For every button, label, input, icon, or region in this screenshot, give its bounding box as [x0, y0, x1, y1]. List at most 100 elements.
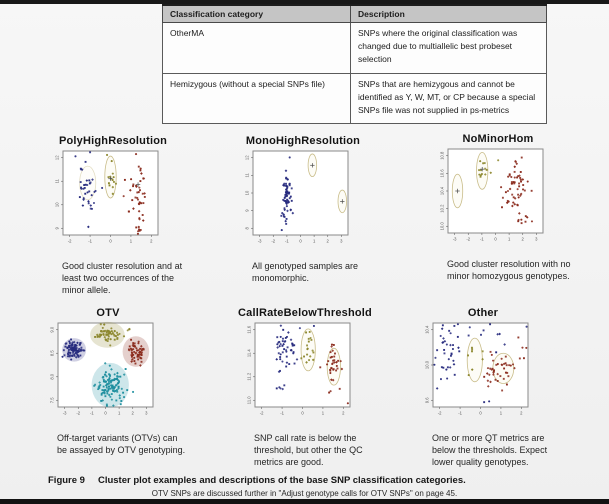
svg-text:0: 0: [479, 411, 482, 416]
svg-text:-2: -2: [466, 237, 470, 242]
svg-text:2: 2: [327, 239, 330, 244]
column-header-description: Description: [350, 4, 547, 23]
svg-text:7.5: 7.5: [50, 397, 55, 403]
svg-text:1: 1: [130, 239, 133, 244]
cluster-plot-card-otv: OTV -3 -2 -1 0 1 2 3 9.0 8.5 8.0 7.5 Off-target va…: [33, 305, 186, 457]
svg-text:12: 12: [245, 155, 250, 160]
table-row: OtherMA SNPs where the original classifi…: [162, 22, 547, 74]
svg-text:10.6: 10.6: [440, 169, 445, 178]
svg-text:2: 2: [520, 411, 523, 416]
svg-text:11.0: 11.0: [247, 396, 252, 405]
cell-category-hemizygous: Hemizygous (without a special SNPs file): [162, 72, 351, 125]
cell-description-hemizygous: SNPs that are hemizygous and cannot be i…: [350, 72, 547, 125]
svg-text:2: 2: [132, 411, 135, 416]
svg-text:0: 0: [109, 239, 112, 244]
svg-text:-3: -3: [63, 411, 67, 416]
svg-text:11: 11: [245, 173, 250, 178]
cluster-plot-card-callratebelowthreshold: CallRateBelowThreshold -2 -1 0 1 2 11.6 11.4 11…: [230, 305, 380, 469]
svg-text:2: 2: [342, 411, 345, 416]
svg-text:-3: -3: [258, 239, 262, 244]
svg-text:-1: -1: [88, 239, 92, 244]
plot-title-otv: OTV: [96, 307, 120, 319]
svg-text:11.2: 11.2: [247, 372, 252, 381]
svg-text:-1: -1: [285, 239, 289, 244]
plot-caption-other: One or more QT metrics are below the thr…: [432, 433, 548, 467]
svg-text:9: 9: [245, 209, 250, 212]
svg-text:10.0: 10.0: [440, 222, 445, 231]
plot-caption-polyhighresolution: Good cluster resolution and at least two…: [62, 261, 183, 295]
svg-text:2: 2: [150, 239, 153, 244]
svg-text:8.0: 8.0: [50, 373, 55, 379]
svg-text:3: 3: [535, 237, 538, 242]
svg-text:0: 0: [301, 411, 304, 416]
video-frame-bottom-edge: [0, 499, 609, 504]
plot-title-callratebelowthreshold: CallRateBelowThreshold: [238, 307, 372, 319]
svg-text:0: 0: [104, 411, 107, 416]
svg-text:11.6: 11.6: [247, 325, 252, 334]
svg-text:1: 1: [313, 239, 316, 244]
svg-text:9.6: 9.6: [425, 397, 430, 403]
svg-text:-1: -1: [90, 411, 94, 416]
svg-text:-1: -1: [458, 411, 462, 416]
video-frame-top-edge: [0, 0, 609, 4]
svg-text:2: 2: [522, 237, 525, 242]
cluster-plot-card-other: Other -2 -1 0 1 2 10.4 10.0 9.6 One or more QT …: [408, 305, 558, 469]
plot-title-nominorhom: NoMinorHom: [462, 133, 534, 145]
cell-description-otherma: SNPs where the original classification w…: [350, 22, 547, 74]
svg-text:10.8: 10.8: [440, 151, 445, 160]
svg-text:-2: -2: [76, 411, 80, 416]
cluster-plot-card-monohighresolution: MonoHighResolution -3 -2 -1 0 1 2 3 12 11 10 9 8 Al…: [228, 133, 378, 285]
cluster-plot-card-nominorhom: NoMinorHom -3 -2 -1 0 1 2 3 10.8 10.6 10.4 10.2 10.…: [423, 131, 573, 283]
svg-text:-3: -3: [453, 237, 457, 242]
plot-caption-otv: Off-target variants (OTVs) can be assaye…: [57, 433, 186, 455]
svg-text:11: 11: [55, 178, 60, 183]
plot-caption-nominorhom: Good cluster resolution with no minor ho…: [447, 259, 571, 281]
svg-text:10: 10: [55, 202, 60, 207]
plot-caption-callratebelowthreshold: SNP call rate is below the threshold, bu…: [254, 433, 363, 467]
table-header-row: Classification category Description: [162, 4, 547, 23]
svg-text:1: 1: [322, 411, 325, 416]
svg-text:11.4: 11.4: [247, 349, 252, 358]
svg-text:12: 12: [55, 155, 60, 160]
classification-table: Classification category Description Othe…: [162, 4, 547, 125]
svg-text:1: 1: [118, 411, 121, 416]
svg-text:9: 9: [55, 226, 60, 229]
svg-text:-2: -2: [260, 411, 264, 416]
svg-text:10.4: 10.4: [425, 325, 430, 334]
column-header-classification-category: Classification category: [162, 4, 351, 23]
cluster-plot-card-polyhighresolution: PolyHighResolution -2 -1 0 1 2 12 11 10 9 Good c…: [38, 133, 188, 297]
cluster-plot-callratebelowthreshold: -2 -1 0 1 2 11.6 11.4 11.2 11.0: [247, 322, 351, 416]
cluster-plot-other: -2 -1 0 1 2 10.4 10.0 9.6: [425, 322, 529, 416]
figure-label: Figure 9: [48, 475, 85, 486]
svg-text:-2: -2: [438, 411, 442, 416]
footnote: OTV SNPs are discussed further in "Adjus…: [151, 489, 458, 498]
plot-title-other: Other: [467, 307, 499, 319]
svg-text:10.0: 10.0: [425, 360, 430, 369]
svg-text:8: 8: [245, 226, 250, 229]
svg-text:1: 1: [500, 411, 503, 416]
svg-text:10.4: 10.4: [440, 186, 445, 195]
svg-text:8.5: 8.5: [50, 350, 55, 356]
svg-text:3: 3: [145, 411, 148, 416]
figure-caption: Figure 9 Cluster plot examples and descri…: [48, 475, 466, 486]
svg-text:-1: -1: [280, 411, 284, 416]
cluster-plot-otv: -3 -2 -1 0 1 2 3 9.0 8.5 8.0 7.5: [50, 321, 154, 416]
svg-text:0: 0: [494, 237, 497, 242]
svg-text:-2: -2: [271, 239, 275, 244]
plot-caption-monohighresolution: All genotyped samples are monomorphic.: [252, 261, 359, 283]
cluster-plot-nominorhom: -3 -2 -1 0 1 2 3 10.8 10.6 10.4 10.2 10.0: [440, 148, 544, 242]
cell-category-otherma: OtherMA: [162, 22, 351, 74]
plot-title-monohighresolution: MonoHighResolution: [245, 135, 361, 147]
svg-text:1: 1: [508, 237, 511, 242]
svg-text:-1: -1: [480, 237, 484, 242]
svg-text:10.2: 10.2: [440, 204, 445, 213]
table-row: Hemizygous (without a special SNPs file)…: [162, 72, 547, 125]
figure-caption-text: Cluster plot examples and descriptions o…: [97, 475, 466, 486]
svg-text:-2: -2: [68, 239, 72, 244]
plot-title-polyhighresolution: PolyHighResolution: [58, 135, 168, 147]
svg-text:9.0: 9.0: [50, 326, 55, 332]
svg-text:0: 0: [299, 239, 302, 244]
svg-text:10: 10: [245, 190, 250, 195]
